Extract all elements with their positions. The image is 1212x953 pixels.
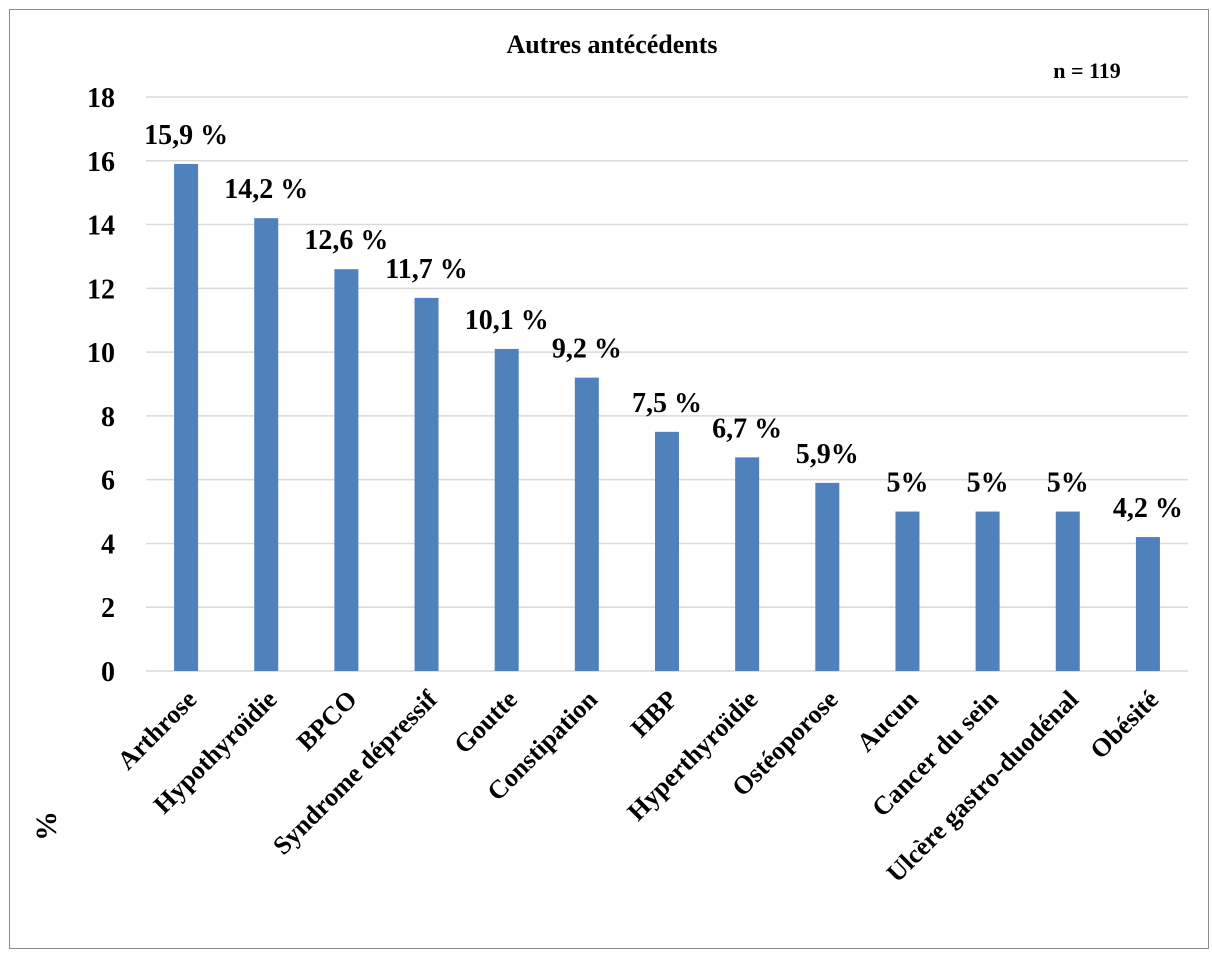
y-axis-ticks: 0 2 4 6 8 10 12 14 16 18 [87,83,115,688]
gridlines [146,96,1188,672]
bar [735,457,760,671]
x-tick-label: Aucun [851,684,924,757]
sample-size-annotation: n = 119 [1053,58,1121,83]
y-tick-label: 12 [87,274,115,305]
y-tick-label: 0 [101,657,115,688]
bar [1135,537,1160,671]
bar [254,218,279,671]
y-tick-label: 6 [101,466,115,497]
y-tick-label: 16 [87,147,115,178]
data-label: 5% [1047,468,1089,499]
y-tick-label: 10 [87,338,115,369]
y-axis-label: % [30,811,63,841]
y-tick-label: 14 [87,211,115,242]
bar [975,511,1000,671]
y-tick-label: 2 [101,593,115,624]
bars [174,163,1160,671]
bar [1055,511,1080,671]
y-tick-label: 4 [101,529,115,560]
bar [334,269,359,671]
data-label: 5% [886,468,928,499]
x-tick-label: Goutte [448,685,523,760]
data-label: 4,2 % [1113,493,1183,524]
y-tick-label: 8 [101,402,115,433]
data-label: 6,7 % [712,413,782,444]
bar [414,297,439,671]
y-tick-label: 18 [87,83,115,114]
data-label: 11,7 % [385,254,467,285]
data-label: 15,9 % [144,120,228,151]
data-label: 12,6 % [304,225,388,256]
x-tick-label: Obésité [1084,685,1164,765]
chart-title: Autres antécédents [506,30,717,59]
bar [494,348,519,671]
data-label: 5,9% [796,439,859,470]
data-label: 10,1 % [465,305,549,336]
bar [655,431,679,671]
x-tick-label: HBP [625,685,683,743]
bar [574,377,599,671]
bar [815,482,840,671]
bar [174,163,199,671]
data-label: 7,5 % [632,388,702,419]
data-label: 5% [967,468,1009,499]
data-label: 9,2 % [552,334,622,365]
bar [895,511,920,671]
data-label: 14,2 % [224,174,308,205]
x-tick-label: BPCO [291,685,363,757]
data-labels: 15,9 % 14,2 % 12,6 %11,7 % 10,1 %9,2 % 7,5 %… [144,120,1183,524]
